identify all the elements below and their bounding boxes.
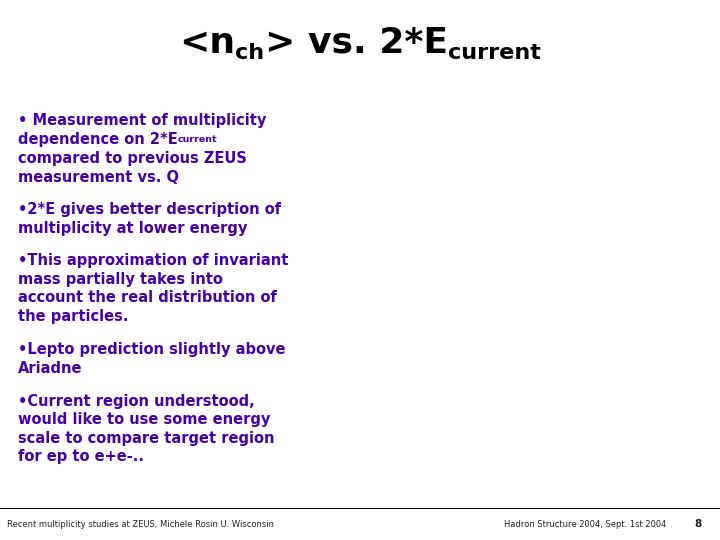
Text: compared to previous ZEUS: compared to previous ZEUS: [18, 151, 247, 166]
Text: •Lepto prediction slightly above
Ariadne: •Lepto prediction slightly above Ariadne: [18, 342, 286, 376]
Text: •2*E gives better description of
multiplicity at lower energy: •2*E gives better description of multipl…: [18, 202, 281, 235]
Text: > vs. 2*E: > vs. 2*E: [265, 26, 448, 59]
Text: <n: <n: [179, 26, 235, 59]
Text: •Current region understood,
would like to use some energy
scale to compare targe: •Current region understood, would like t…: [18, 394, 274, 464]
Text: Recent multiplicity studies at ZEUS, Michele Rosin U. Wisconsin: Recent multiplicity studies at ZEUS, Mic…: [7, 519, 274, 529]
Text: ch: ch: [235, 43, 265, 63]
Text: current: current: [448, 43, 541, 63]
Text: 8: 8: [695, 519, 702, 529]
Text: measurement vs. Q: measurement vs. Q: [18, 170, 179, 185]
Text: dependence on 2*E: dependence on 2*E: [18, 132, 178, 147]
Text: • Measurement of multiplicity: • Measurement of multiplicity: [18, 113, 266, 128]
Text: •This approximation of invariant
mass partially takes into
account the real dist: •This approximation of invariant mass pa…: [18, 253, 289, 324]
Text: Hadron Structure 2004, Sept. 1st 2004: Hadron Structure 2004, Sept. 1st 2004: [504, 519, 667, 529]
Text: current: current: [178, 135, 217, 144]
